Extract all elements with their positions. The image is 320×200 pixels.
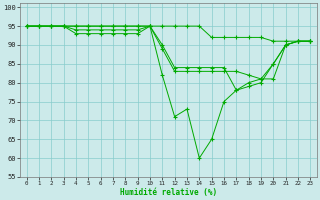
X-axis label: Humidité relative (%): Humidité relative (%) xyxy=(120,188,217,197)
